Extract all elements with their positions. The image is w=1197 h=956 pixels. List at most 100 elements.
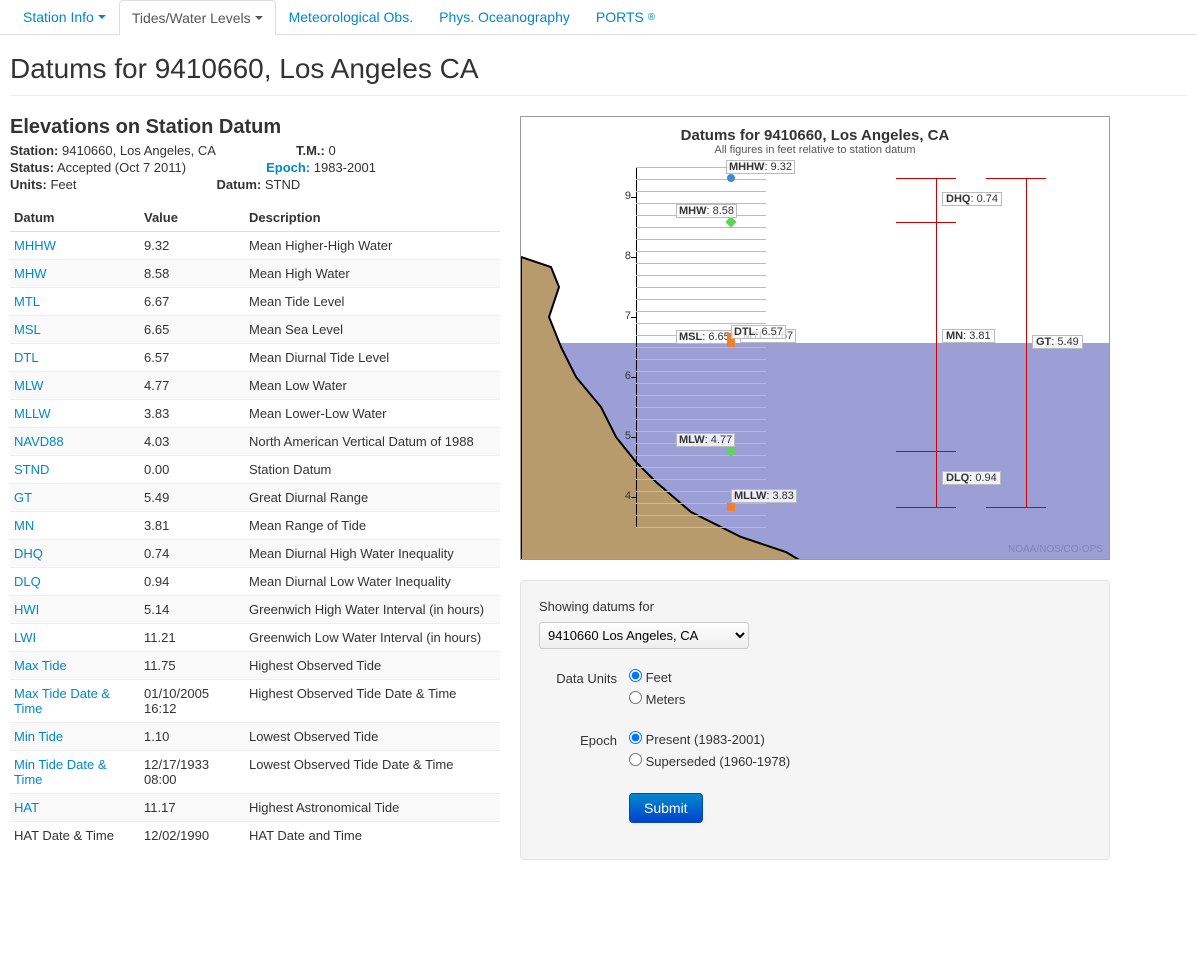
table-row: HAT Date & Time12/02/1990HAT Date and Ti… [10, 822, 500, 850]
datum-link[interactable]: DHQ [14, 546, 43, 561]
nav-tab-meteorological-obs-[interactable]: Meteorological Obs. [276, 0, 427, 34]
datum-link[interactable]: MSL [14, 322, 41, 337]
datum-description: Greenwich High Water Interval (in hours) [245, 596, 500, 624]
section-heading: Elevations on Station Datum [10, 116, 500, 139]
ytick-label: 4 [606, 490, 631, 502]
units-label: Data Units [539, 669, 629, 686]
datum-link[interactable]: Min Tide Date & Time [14, 757, 107, 787]
datum-description: North American Vertical Datum of 1988 [245, 428, 500, 456]
datum-value: 4.77 [140, 372, 245, 400]
datum-label-mlw: MLW: 4.77 [676, 433, 735, 447]
options-form: Showing datums for 9410660 Los Angeles, … [520, 580, 1110, 860]
datum-label-msl: MSL: 6.65 [676, 330, 733, 344]
datum-description: Mean Diurnal Low Water Inequality [245, 568, 500, 596]
datum-link[interactable]: MN [14, 518, 34, 533]
datum-link[interactable]: Max Tide Date & Time [14, 686, 110, 716]
meta-epoch: Epoch: 1983-2001 [266, 160, 376, 175]
radio-option[interactable]: Meters [629, 691, 1091, 707]
meta-status: Status: Accepted (Oct 7 2011) [10, 160, 186, 175]
datum-description: Great Diurnal Range [245, 484, 500, 512]
datum-chart: Datums for 9410660, Los Angeles, CA All … [520, 116, 1110, 560]
datum-link[interactable]: NAVD88 [14, 434, 64, 449]
datum-description: HAT Date and Time [245, 822, 500, 850]
ytick-label: 5 [606, 430, 631, 442]
datum-description: Mean Diurnal High Water Inequality [245, 540, 500, 568]
table-row: HWI 5.14Greenwich High Water Interval (in… [10, 596, 500, 624]
datum-description: Station Datum [245, 456, 500, 484]
datum-link[interactable]: Min Tide [14, 729, 63, 744]
datum-value: 8.58 [140, 260, 245, 288]
datum-link[interactable]: MHHW [14, 238, 56, 253]
meta-tm: T.M.: 0 [296, 143, 336, 158]
datum-value: 01/10/2005 16:12 [140, 680, 245, 723]
datum-value: 9.32 [140, 232, 245, 260]
datum-link[interactable]: MLLW [14, 406, 51, 421]
ytick-label: 9 [606, 190, 631, 202]
radio-option[interactable]: Present (1983-2001) [629, 731, 1091, 747]
table-row: DTL6.57Mean Diurnal Tide Level [10, 344, 500, 372]
datum-description: Mean Higher-High Water [245, 232, 500, 260]
datum-link[interactable]: GT [14, 490, 32, 505]
nav-tab-station-info[interactable]: Station Info [10, 0, 119, 34]
station-select[interactable]: 9410660 Los Angeles, CA [539, 622, 749, 649]
datum-value: 11.17 [140, 794, 245, 822]
nav-tab-tides-water-levels[interactable]: Tides/Water Levels [119, 0, 276, 35]
datum-description: Highest Observed Tide Date & Time [245, 680, 500, 723]
datum-description: Lowest Observed Tide Date & Time [245, 751, 500, 794]
table-row: MHW 8.58Mean High Water [10, 260, 500, 288]
datum-value: 11.75 [140, 652, 245, 680]
meta-station: Station: 9410660, Los Angeles, CA [10, 143, 216, 158]
datum-value: 5.14 [140, 596, 245, 624]
table-row: MSL6.65Mean Sea Level [10, 316, 500, 344]
radio-option[interactable]: Feet [629, 669, 1091, 685]
nav-tab-phys-oceanography[interactable]: Phys. Oceanography [426, 0, 583, 34]
table-row: STND 0.00Station Datum [10, 456, 500, 484]
datum-description: Mean Lower-Low Water [245, 400, 500, 428]
datum-value: 3.81 [140, 512, 245, 540]
table-row: GT5.49Great Diurnal Range [10, 484, 500, 512]
datum-description: Highest Astronomical Tide [245, 794, 500, 822]
datum-link[interactable]: DLQ [14, 574, 41, 589]
ytick-label: 7 [606, 310, 631, 322]
datum-description: Lowest Observed Tide [245, 723, 500, 751]
nav-tab-ports[interactable]: PORTS® [583, 0, 668, 34]
datum-link[interactable]: DTL [14, 350, 39, 365]
datum-point-mllw [727, 503, 735, 511]
table-row: DLQ 0.94Mean Diurnal Low Water Inequality [10, 568, 500, 596]
table-row: NAVD884.03North American Vertical Datum … [10, 428, 500, 456]
datum-link[interactable]: LWI [14, 630, 36, 645]
radio-option[interactable]: Superseded (1960-1978) [629, 753, 1091, 769]
datum-link[interactable]: MLW [14, 378, 43, 393]
dim-label-dhq: DHQ: 0.74 [942, 192, 1002, 206]
submit-button[interactable]: Submit [629, 793, 703, 823]
datum-label-mhhw: MHHW: 9.32 [726, 160, 795, 174]
datum-value: 0.00 [140, 456, 245, 484]
datum-description: Mean Range of Tide [245, 512, 500, 540]
datum-link[interactable]: MHW [14, 266, 47, 281]
caret-down-icon [255, 16, 263, 20]
datum-link[interactable]: STND [14, 462, 49, 477]
table-row: DHQ0.74Mean Diurnal High Water Inequalit… [10, 540, 500, 568]
datum-link[interactable]: HWI [14, 602, 39, 617]
datum-description: Mean Tide Level [245, 288, 500, 316]
datum-value: 0.94 [140, 568, 245, 596]
datum-link[interactable]: HAT [14, 800, 39, 815]
datum-description: Mean Low Water [245, 372, 500, 400]
datum-description: Mean Sea Level [245, 316, 500, 344]
datum-link[interactable]: MTL [14, 294, 40, 309]
col-header-datum: Datum [10, 204, 140, 232]
radio-input[interactable] [629, 731, 642, 744]
table-row: Max Tide Date & Time 01/10/2005 16:12High… [10, 680, 500, 723]
datum-value: 1.10 [140, 723, 245, 751]
epoch-label: Epoch [539, 731, 629, 748]
datum-link[interactable]: Max Tide [14, 658, 67, 673]
datum-description: Mean High Water [245, 260, 500, 288]
caret-down-icon [98, 15, 106, 19]
datum-value: 6.57 [140, 344, 245, 372]
radio-input[interactable] [629, 669, 642, 682]
ytick-label: 6 [606, 370, 631, 382]
table-row: Min Tide Date & Time12/17/1933 08:00Lowe… [10, 751, 500, 794]
radio-input[interactable] [629, 753, 642, 766]
radio-input[interactable] [629, 691, 642, 704]
page-title: Datums for 9410660, Los Angeles CA [10, 53, 1197, 85]
